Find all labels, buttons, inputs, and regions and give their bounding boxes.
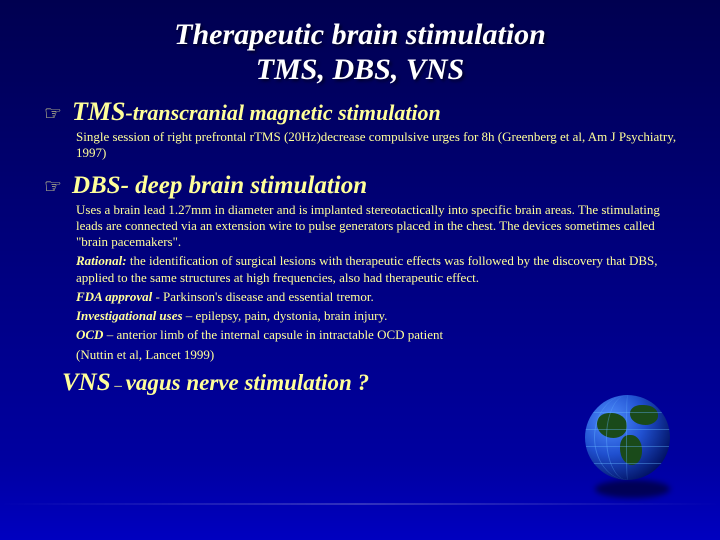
- dbs-fda: FDA approval - Parkinson's disease and e…: [76, 289, 680, 305]
- pointer-icon: ☞: [44, 174, 62, 199]
- dbs-investigational: Investigational uses – epilepsy, pain, d…: [76, 308, 680, 324]
- tms-body: Single session of right prefrontal rTMS …: [44, 129, 680, 162]
- tms-section: ☞ TMS-transcranial magnetic stimulation …: [40, 97, 680, 162]
- footer-divider: [0, 503, 720, 505]
- dbs-ref: (Nuttin et al, Lancet 1999): [76, 347, 680, 363]
- vns-line: VNS – vagus nerve stimulation ?: [40, 369, 680, 397]
- dbs-heading-row: ☞ DBS- deep brain stimulation: [44, 172, 680, 200]
- tms-heading-row: ☞ TMS-transcranial magnetic stimulation: [44, 97, 680, 127]
- dbs-heading: DBS- deep brain stimulation: [72, 172, 367, 200]
- globe-shadow: [595, 480, 670, 498]
- globe-decoration: [585, 395, 680, 490]
- slide-container: Therapeutic brain stimulation TMS, DBS, …: [0, 0, 720, 397]
- dbs-uses: Uses a brain lead 1.27mm in diameter and…: [76, 202, 680, 251]
- dbs-ocd: OCD – anterior limb of the internal caps…: [76, 327, 680, 343]
- dbs-section: ☞ DBS- deep brain stimulation Uses a bra…: [40, 172, 680, 363]
- dbs-body: Uses a brain lead 1.27mm in diameter and…: [44, 202, 680, 363]
- slide-title: Therapeutic brain stimulation TMS, DBS, …: [40, 18, 680, 87]
- dbs-rational: Rational: the identification of surgical…: [76, 253, 680, 286]
- title-line2: TMS, DBS, VNS: [40, 53, 680, 88]
- title-line1: Therapeutic brain stimulation: [40, 18, 680, 53]
- globe-icon: [585, 395, 670, 480]
- tms-heading: TMS-transcranial magnetic stimulation: [72, 97, 441, 127]
- pointer-icon: ☞: [44, 101, 62, 126]
